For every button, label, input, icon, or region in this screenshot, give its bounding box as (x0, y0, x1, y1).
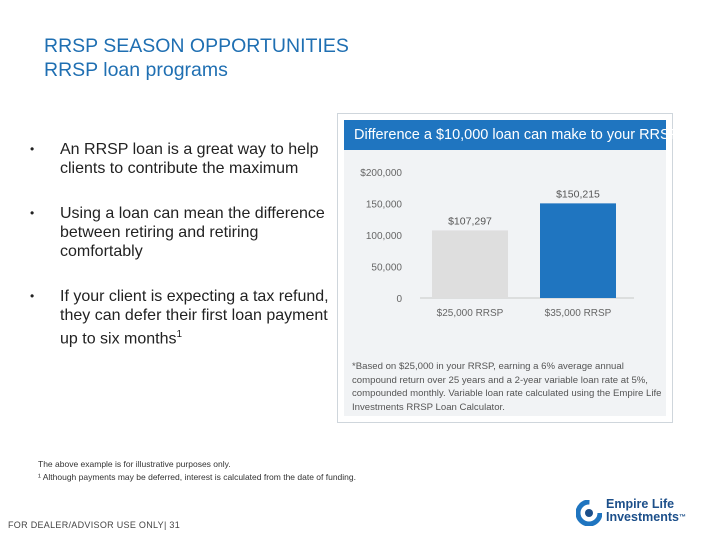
bullet-text: If your client is expecting a tax refund… (60, 288, 329, 348)
bullet-text: An RRSP loan is a great way to help clie… (60, 141, 319, 177)
chart-panel: Difference a $10,000 loan can make to yo… (337, 113, 679, 423)
y-tick-label: 0 (396, 294, 402, 305)
footnotes: The above example is for illustrative pu… (38, 458, 356, 483)
logo-text: Empire Life Investments™ (606, 498, 686, 524)
bullet-item: • An RRSP loan is a great way to help cl… (30, 140, 330, 178)
data-label: $150,215 (556, 188, 600, 200)
y-tick-label: 50,000 (371, 263, 402, 274)
data-label: $107,297 (448, 215, 492, 227)
empire-life-logo: Empire Life Investments™ (576, 498, 700, 528)
footnote-line-1: The above example is for illustrative pu… (38, 459, 231, 469)
logo-trademark: ™ (678, 514, 686, 521)
bullet-list: • An RRSP loan is a great way to help cl… (30, 140, 330, 374)
bullet-item: • If your client is expecting a tax refu… (30, 287, 330, 348)
footer-text: FOR DEALER/ADVISOR USE ONLY| 31 (8, 520, 181, 530)
bullet-dot: • (30, 206, 35, 220)
footnote-line-2: ¹ Although payments may be deferred, int… (38, 471, 356, 482)
bullet-dot: • (30, 289, 35, 303)
footnote-marker: 1 (176, 329, 183, 340)
y-tick-label: 100,000 (366, 231, 403, 242)
chart-title: Difference a $10,000 loan can make to yo… (344, 120, 679, 150)
bullet-dot: • (30, 142, 35, 156)
title-line-1: RRSP SEASON OPPORTUNITIES (44, 35, 349, 57)
x-tick-label: $35,000 RRSP (545, 308, 612, 319)
bar (540, 203, 616, 298)
logo-mark-icon (576, 500, 602, 526)
chart-note: *Based on $25,000 in your RRSP, earning … (352, 361, 662, 413)
bullet-item: • Using a loan can mean the difference b… (30, 204, 330, 261)
bar (432, 230, 508, 298)
chart-body: 0 50,000 100,000 150,000 $200,000 $107,297 $25… (344, 150, 666, 416)
bullet-text: Using a loan can mean the difference bet… (60, 205, 325, 260)
logo-line-1: Empire Life (606, 497, 675, 511)
slide-title: RRSP SEASON OPPORTUNITIES RRSP loan prog… (44, 34, 349, 82)
title-line-2: RRSP loan programs (44, 59, 228, 81)
logo-line-2: Investments (606, 510, 679, 524)
y-tick-label: 150,000 (366, 200, 403, 211)
x-tick-label: $25,000 RRSP (437, 308, 504, 319)
y-tick-label: $200,000 (360, 168, 402, 179)
bar-chart: 0 50,000 100,000 150,000 $200,000 $107,297 $25… (360, 168, 634, 319)
